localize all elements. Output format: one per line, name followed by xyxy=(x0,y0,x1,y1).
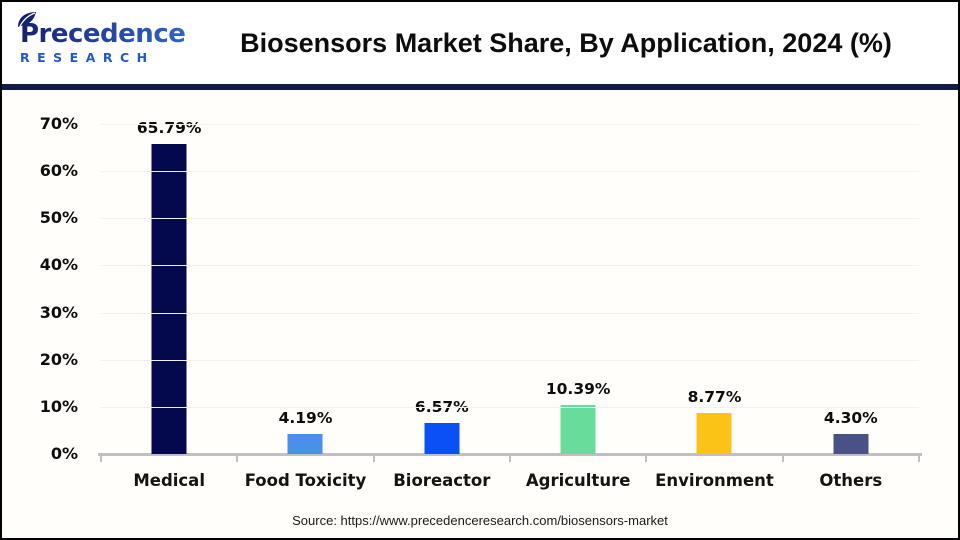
value-label-food-toxicity: 4.19% xyxy=(278,409,333,428)
precedence-research-logo: Precedence RESEARCH xyxy=(2,12,192,65)
bar-agriculture xyxy=(560,405,596,454)
page-title: Biosensors Market Share, By Application,… xyxy=(240,27,892,58)
category-label-agriculture: Agriculture xyxy=(525,471,631,490)
gridline xyxy=(101,218,919,220)
y-axis-tick-label: 50% xyxy=(39,208,78,228)
bar-bioreactor xyxy=(424,423,460,454)
category-label-bioreactor: Bioreactor xyxy=(393,471,491,490)
leaf-icon xyxy=(18,12,36,27)
y-axis: 0% 10% 20% 30% 40% 50% 60% 70% xyxy=(2,114,88,463)
bar-chart-plot-area: 65.79% Medical 4.19% Food Toxicity 6.57% Bior… xyxy=(98,119,922,490)
category-label-medical: Medical xyxy=(133,471,205,490)
category-label-environment: Environment xyxy=(655,471,774,490)
gridline xyxy=(101,406,919,408)
x-axis-tick xyxy=(645,455,648,462)
value-label-environment: 8.77% xyxy=(687,387,742,406)
bar-column-medical: 65.79% Medical xyxy=(101,119,237,490)
category-label-others: Others xyxy=(819,471,883,490)
y-axis-tick-label: 40% xyxy=(39,255,78,275)
bar-columns: 65.79% Medical 4.19% Food Toxicity 6.57% Bior… xyxy=(101,119,919,490)
bar-column-others: 4.30% Others xyxy=(783,124,919,490)
y-axis-tick-label: 60% xyxy=(39,161,78,181)
value-label-others: 4.30% xyxy=(823,408,878,427)
x-axis-tick xyxy=(372,455,375,462)
x-axis-tick xyxy=(236,455,239,462)
gridline xyxy=(101,359,919,361)
header: Precedence RESEARCH Biosensors Market Sh… xyxy=(2,2,958,84)
bar-column-agriculture: 10.39% Agriculture xyxy=(510,124,646,490)
y-axis-tick-label: 70% xyxy=(39,114,78,133)
source-text: Source: https://www.precedenceresearch.c… xyxy=(292,513,668,528)
x-axis-tick xyxy=(100,455,102,462)
bar-column-environment: 8.77% Environment xyxy=(646,124,782,490)
bar-food-toxicity xyxy=(287,434,323,454)
gridline xyxy=(101,265,919,267)
value-label-agriculture: 10.39% xyxy=(545,380,611,399)
category-label-food-toxicity: Food Toxicity xyxy=(244,471,367,490)
x-axis-line xyxy=(98,453,922,456)
bar-column-bioreactor: 6.57% Bioreactor xyxy=(374,124,510,490)
y-axis-tick-label: 30% xyxy=(39,302,78,322)
y-axis-tick-label: 10% xyxy=(39,396,78,416)
gridline xyxy=(101,312,919,314)
logo-subtitle: RESEARCH xyxy=(20,50,155,65)
y-axis-tick-label: 20% xyxy=(39,349,78,369)
gridline xyxy=(101,124,919,125)
x-axis-tick xyxy=(781,455,784,462)
value-label-medical: 65.79% xyxy=(136,118,202,137)
x-axis-tick xyxy=(918,455,920,462)
bar-medical xyxy=(151,143,187,454)
gridline xyxy=(101,171,919,173)
bar-column-food-toxicity: 4.19% Food Toxicity xyxy=(237,124,373,490)
y-axis-tick-label: 0% xyxy=(50,444,78,463)
bar-environment xyxy=(696,412,732,454)
x-axis-tick xyxy=(509,455,511,462)
logo-wordmark: Precedence xyxy=(20,21,192,47)
header-divider xyxy=(2,84,958,90)
bar-others xyxy=(833,433,869,454)
